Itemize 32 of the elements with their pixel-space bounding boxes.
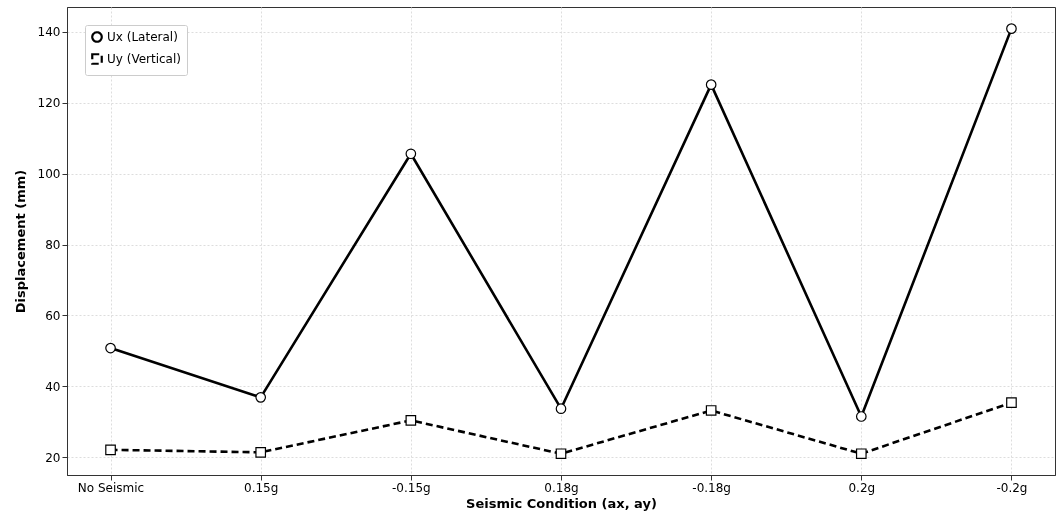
point [1006, 23, 1017, 34]
point [105, 444, 116, 456]
point [105, 342, 116, 354]
x-tick-label: 0.18g [544, 480, 579, 495]
x-tick-label: -0.18g [692, 480, 731, 495]
point [855, 448, 867, 460]
point [1006, 397, 1017, 409]
point [705, 405, 717, 416]
legend-label: Ux (Lateral) [107, 30, 178, 44]
x-tick-label: 0.2g [848, 480, 876, 495]
y-tick-label: 100 [37, 167, 61, 182]
point [405, 148, 417, 160]
y-axis-title: Displacement (mm) [12, 169, 28, 314]
y-tick-label: 120 [37, 96, 61, 111]
x-tick-label: -0.15g [392, 480, 431, 495]
y-tick-label: 40 [45, 379, 61, 394]
point [705, 79, 717, 90]
y-tick-label: 80 [45, 238, 61, 253]
x-tick-label: -0.2g [996, 480, 1028, 495]
point [855, 411, 867, 422]
legend-label: Uy (Vertical) [107, 52, 181, 66]
x-axis-title: Seismic Condition (ax, ay) [466, 495, 657, 511]
y-tick-label: 20 [45, 450, 61, 465]
x-tick-label: 0.15g [244, 480, 279, 495]
point [405, 415, 417, 426]
y-tick-label: 60 [45, 308, 61, 323]
y-tick-label: 140 [37, 25, 61, 40]
point [255, 446, 267, 458]
point [555, 403, 567, 415]
x-tick-label: No Seismic [77, 480, 145, 495]
point [255, 392, 267, 403]
point [555, 448, 567, 460]
